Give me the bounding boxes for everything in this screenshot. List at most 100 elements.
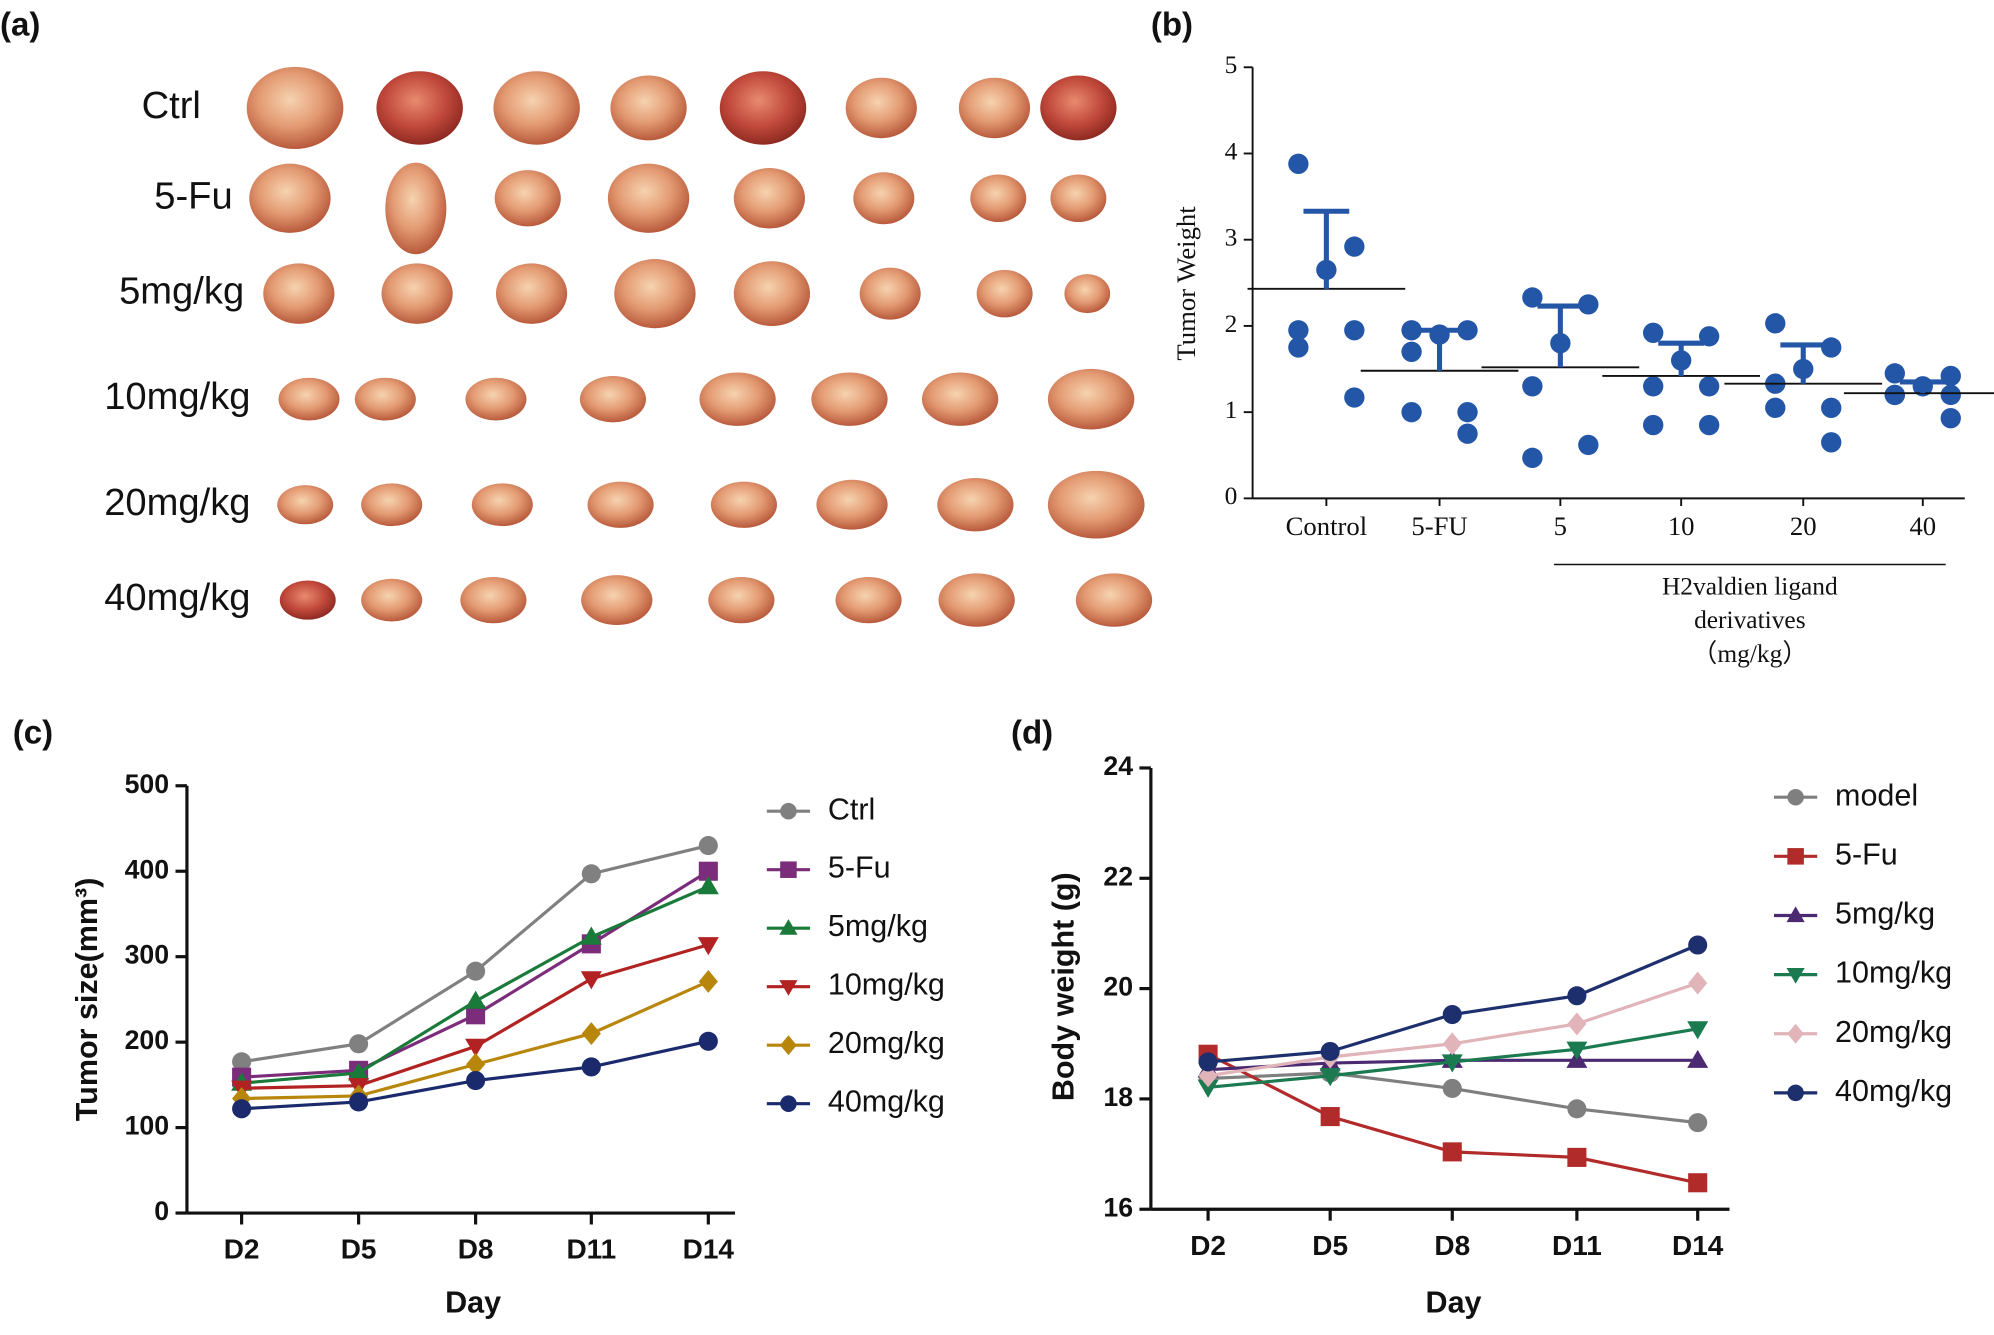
tumor bbox=[816, 479, 888, 530]
point bbox=[1821, 337, 1842, 358]
point bbox=[1401, 341, 1422, 362]
point bbox=[1567, 1099, 1587, 1119]
tumor bbox=[279, 580, 336, 620]
tumor bbox=[811, 372, 888, 426]
tumor bbox=[495, 263, 568, 324]
y-tick-label: 500 bbox=[125, 769, 170, 799]
point bbox=[1566, 1041, 1588, 1060]
point bbox=[466, 961, 486, 981]
tumor bbox=[381, 263, 453, 324]
point bbox=[1698, 414, 1720, 436]
tumor bbox=[1050, 174, 1107, 223]
x-tick-label: 5 bbox=[1554, 511, 1567, 541]
y-tick-label: 0 bbox=[154, 1196, 169, 1226]
point bbox=[1688, 971, 1708, 995]
point bbox=[1197, 1079, 1219, 1098]
y-tick-label: 16 bbox=[1103, 1192, 1133, 1222]
x-tick-label: D11 bbox=[566, 1234, 616, 1265]
point bbox=[698, 861, 718, 881]
point bbox=[1344, 387, 1365, 408]
tumor bbox=[938, 573, 1015, 627]
point bbox=[1344, 236, 1365, 257]
tumor bbox=[610, 75, 687, 141]
point bbox=[698, 836, 718, 856]
legend-marker bbox=[1787, 1023, 1804, 1044]
point bbox=[1578, 434, 1599, 456]
tumor bbox=[587, 481, 654, 528]
point bbox=[1288, 153, 1309, 175]
panel-label: (d) bbox=[1011, 715, 1053, 752]
tumor bbox=[719, 71, 807, 145]
y-tick-label: 24 bbox=[1103, 751, 1133, 781]
tumor bbox=[494, 170, 561, 227]
annotation: （mg/kg） bbox=[1692, 639, 1808, 668]
y-tick-label: 3 bbox=[1225, 223, 1238, 252]
point bbox=[1940, 408, 1961, 429]
x-tick-label: D8 bbox=[458, 1234, 494, 1265]
point bbox=[698, 1031, 718, 1051]
row-label: 20mg/kg bbox=[104, 481, 250, 524]
y-tick-label: 20 bbox=[1103, 972, 1133, 1002]
annotation: derivatives bbox=[1694, 605, 1806, 634]
point bbox=[1821, 432, 1842, 453]
point bbox=[1288, 320, 1309, 341]
tumor bbox=[699, 372, 776, 426]
tumor bbox=[361, 578, 423, 622]
x-tick-label: Control bbox=[1286, 511, 1368, 541]
point bbox=[1821, 397, 1842, 419]
point bbox=[1442, 1032, 1462, 1056]
point bbox=[466, 1071, 486, 1091]
legend-marker bbox=[1786, 967, 1805, 984]
y-tick-label: 100 bbox=[125, 1111, 170, 1141]
point bbox=[1522, 447, 1543, 469]
point bbox=[1319, 1068, 1341, 1087]
legend-label: 20mg/kg bbox=[828, 1026, 945, 1060]
tumor bbox=[976, 269, 1033, 318]
legend-marker bbox=[780, 802, 797, 820]
x-tick-label: D11 bbox=[1552, 1230, 1602, 1261]
point bbox=[349, 1034, 369, 1054]
point bbox=[1320, 1107, 1340, 1127]
point bbox=[1567, 1012, 1587, 1036]
point bbox=[1198, 1052, 1218, 1072]
x-tick-label: D5 bbox=[341, 1234, 377, 1265]
tumor bbox=[614, 259, 696, 329]
tumor bbox=[581, 575, 653, 626]
tumor bbox=[385, 162, 447, 255]
tumor bbox=[263, 263, 335, 324]
legend-marker bbox=[780, 861, 797, 878]
point bbox=[1320, 1041, 1340, 1062]
point bbox=[465, 1038, 487, 1057]
tumor bbox=[1075, 573, 1153, 627]
tumor bbox=[246, 66, 344, 150]
x-axis-label: Day bbox=[1426, 1286, 1482, 1320]
point bbox=[1441, 1054, 1463, 1073]
point bbox=[1884, 363, 1905, 384]
tumor bbox=[278, 377, 340, 421]
legend-marker bbox=[1786, 906, 1805, 923]
point bbox=[1687, 1021, 1709, 1040]
row-label: 5mg/kg bbox=[119, 270, 244, 313]
x-tick-label: D2 bbox=[1190, 1230, 1226, 1261]
tumor bbox=[835, 576, 902, 624]
point bbox=[1401, 401, 1422, 423]
tumor bbox=[460, 576, 527, 624]
x-tick-label: D14 bbox=[1672, 1230, 1724, 1261]
point bbox=[1765, 397, 1786, 419]
point bbox=[1522, 376, 1543, 397]
tumor bbox=[354, 377, 416, 421]
point bbox=[580, 926, 602, 945]
point bbox=[1522, 287, 1543, 308]
point bbox=[1940, 384, 1961, 406]
point bbox=[232, 1099, 252, 1119]
legend-label: 10mg/kg bbox=[828, 968, 945, 1002]
y-axis-label: Tumor size(mm³) bbox=[70, 878, 104, 1122]
x-tick-label: D8 bbox=[1434, 1230, 1470, 1261]
point bbox=[581, 1022, 601, 1046]
legend-label: 5-Fu bbox=[1835, 837, 1898, 871]
legend-marker bbox=[1787, 848, 1804, 865]
point bbox=[1643, 414, 1664, 436]
point bbox=[1765, 313, 1786, 334]
point bbox=[349, 1092, 369, 1112]
